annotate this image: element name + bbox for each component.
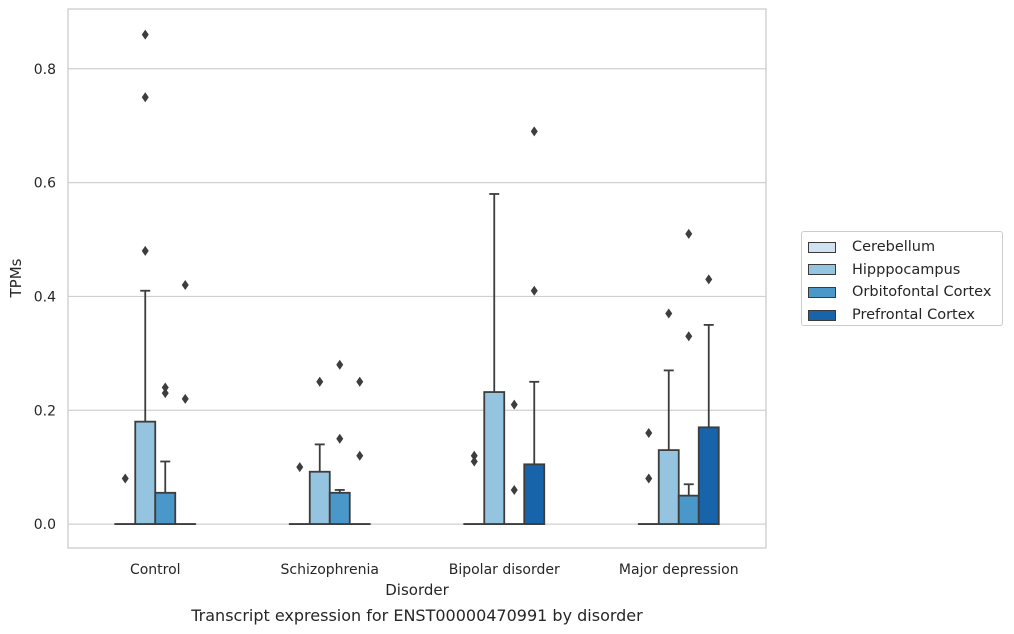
- box-plot-element: [348, 376, 371, 526]
- y-tick-label: 0.4: [34, 289, 56, 305]
- legend-label-cerebellum: Cerebellum: [852, 239, 936, 256]
- outlier-point: [161, 382, 169, 393]
- outlier-point: [665, 308, 673, 319]
- legend-swatch-hippocampus: [808, 264, 836, 276]
- figure-caption: Transcript expression for ENST0000047099…: [191, 606, 643, 625]
- x-tick-label: Bipolar disorder: [449, 562, 560, 578]
- legend: Cerebellum Hipppocampus Orbitofontal Cor…: [801, 231, 1003, 326]
- y-axis-label: TPMs: [7, 258, 25, 298]
- legend-item-orbitofrontal-cortex: Orbitofontal Cortex: [808, 281, 1002, 304]
- outlier-point: [685, 331, 693, 342]
- outlier-point: [685, 228, 693, 239]
- outlier-point: [356, 450, 364, 461]
- box: [308, 470, 331, 525]
- box: [523, 463, 546, 525]
- box-plot-element: [154, 382, 177, 525]
- legend-label-orbitofrontal-cortex: Orbitofontal Cortex: [852, 284, 992, 301]
- legend-swatch-prefrontal-cortex: [808, 309, 836, 321]
- box-plot-element: [463, 450, 486, 526]
- legend-swatch-cerebellum: [808, 241, 836, 253]
- outlier-point: [645, 473, 653, 484]
- box: [483, 391, 506, 525]
- outlier-point: [316, 376, 324, 387]
- outlier-point: [181, 280, 189, 291]
- x-tick-labels: Control Schizophrenia Bipolar disorder Majo…: [130, 562, 739, 578]
- outlier-point: [510, 484, 518, 495]
- legend-label-prefrontal-cortex: Prefrontal Cortex: [852, 307, 975, 324]
- outlier-point: [530, 126, 538, 137]
- legend-label-hippocampus: Hipppocampus: [852, 261, 961, 278]
- outlier-point: [510, 399, 518, 410]
- legend-swatch-orbitofrontal-cortex: [808, 286, 836, 298]
- box: [697, 426, 720, 525]
- box: [657, 449, 680, 525]
- box-plot-element: [134, 29, 157, 525]
- box-plot-element: [657, 308, 680, 525]
- outlier-point: [336, 433, 344, 444]
- box-plot-element: [328, 359, 351, 525]
- box-plot-element: [483, 193, 506, 525]
- box: [677, 494, 700, 525]
- outlier-point: [181, 393, 189, 404]
- outlier-point: [356, 376, 364, 387]
- outlier-point: [470, 456, 478, 467]
- box-plot-element: [523, 126, 546, 525]
- box-plot-element: [174, 280, 197, 526]
- x-tick-label: Control: [130, 562, 181, 578]
- box-plot-element: [503, 399, 526, 526]
- outlier-point: [121, 473, 129, 484]
- box: [328, 491, 351, 525]
- box: [154, 491, 177, 525]
- box-plot-element: [677, 228, 700, 525]
- outlier-point: [470, 450, 478, 461]
- legend-item-prefrontal-cortex: Prefrontal Cortex: [808, 304, 1002, 327]
- x-tick-label: Major depression: [619, 562, 739, 578]
- box-plot-element: [697, 274, 720, 525]
- y-tick-labels: 0.0 0.2 0.4 0.6 0.8: [34, 62, 56, 533]
- outlier-point: [705, 274, 713, 285]
- outlier-point: [530, 285, 538, 296]
- box-series: [114, 29, 720, 526]
- y-tick-label: 0.8: [34, 62, 56, 78]
- outlier-point: [161, 388, 169, 399]
- y-tick-label: 0.0: [34, 517, 56, 533]
- outlier-point: [141, 92, 149, 103]
- legend-item-hippocampus: Hipppocampus: [808, 259, 1002, 282]
- box-plot-element: [637, 428, 660, 526]
- legend-item-cerebellum: Cerebellum: [808, 236, 1002, 259]
- x-tick-label: Schizophrenia: [281, 562, 379, 578]
- y-tick-label: 0.2: [34, 403, 56, 419]
- outlier-point: [141, 29, 149, 40]
- outlier-point: [645, 428, 653, 439]
- outlier-point: [336, 359, 344, 370]
- y-tick-label: 0.6: [34, 176, 56, 192]
- outlier-point: [141, 245, 149, 256]
- box: [134, 420, 157, 525]
- outlier-point: [296, 462, 304, 473]
- x-axis-label: Disorder: [385, 581, 449, 599]
- plot-area: [67, 8, 767, 549]
